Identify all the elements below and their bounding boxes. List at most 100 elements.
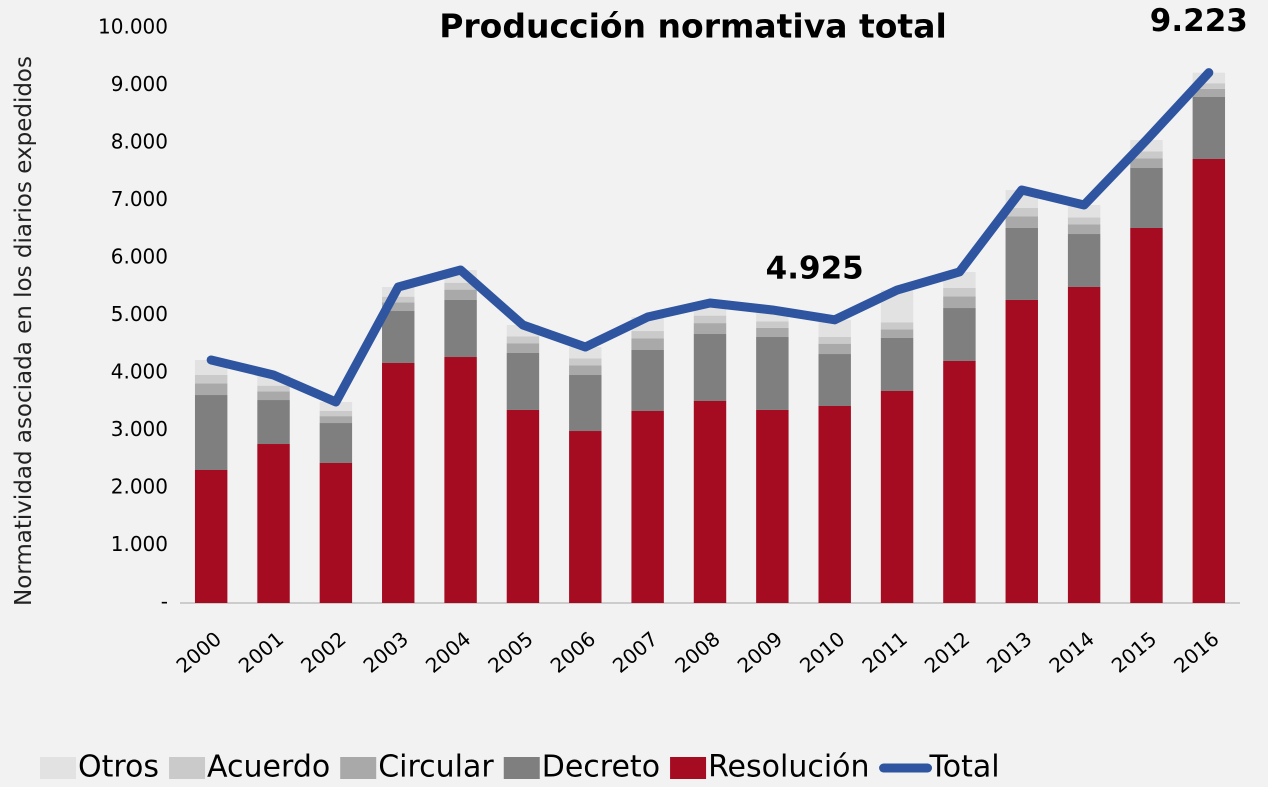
bar-segment xyxy=(943,360,976,603)
bar-segment xyxy=(444,282,477,290)
bar-segment xyxy=(1005,207,1038,217)
y-tick-label: 6.000 xyxy=(111,245,168,269)
bar-segment xyxy=(818,406,851,603)
bar-segment xyxy=(1192,158,1226,604)
x-tick-label: 2008 xyxy=(670,627,724,678)
bar-segment xyxy=(569,358,602,366)
y-tick-label: 1.000 xyxy=(111,532,168,556)
legend-swatch xyxy=(503,757,540,779)
bar-segment xyxy=(818,336,851,344)
bar-segment xyxy=(880,329,914,338)
bar-segment xyxy=(1067,217,1101,225)
bar-segment xyxy=(382,362,415,603)
bar-segment xyxy=(880,337,914,391)
x-tick-label: 2015 xyxy=(1107,627,1161,678)
bar-segment xyxy=(818,354,851,407)
legend-label: Circular xyxy=(378,750,494,785)
bar-segment xyxy=(569,375,602,432)
bar-segment xyxy=(319,410,353,417)
bar-segment xyxy=(631,331,664,339)
bar-segment xyxy=(756,337,789,410)
chart-title: Producción normativa total xyxy=(439,7,947,46)
x-tick-label: 2002 xyxy=(296,627,350,678)
bar-segment xyxy=(1005,299,1038,603)
bar-segment xyxy=(569,365,602,376)
x-tick-label: 2005 xyxy=(483,627,537,678)
bar-segment xyxy=(506,336,540,344)
bar-segment xyxy=(194,395,228,471)
x-tick-label: 2010 xyxy=(795,627,849,678)
y-tick-label: 10.000 xyxy=(98,15,168,39)
bar-segment xyxy=(756,309,789,322)
bar-segment xyxy=(943,296,976,309)
y-tick-label: 7.000 xyxy=(111,187,168,211)
bar-segment xyxy=(444,357,477,603)
bar-segment xyxy=(194,383,228,396)
bar-segment xyxy=(382,302,415,312)
bar-segment xyxy=(1005,216,1038,228)
bar-segment xyxy=(1130,227,1163,604)
bar-segment xyxy=(257,391,290,401)
y-tick-label: 9.000 xyxy=(111,72,168,96)
bar-segment xyxy=(631,350,664,412)
x-tick-label: 2011 xyxy=(857,627,911,678)
bar-segment xyxy=(756,409,789,603)
bar-segment xyxy=(631,411,664,603)
bar-segment xyxy=(1192,97,1226,159)
bar-segment xyxy=(506,343,540,353)
bar-segment xyxy=(880,322,914,330)
y-tick-label: 4.000 xyxy=(111,360,168,384)
bar-segment xyxy=(444,289,477,300)
x-tick-label: 2016 xyxy=(1169,627,1223,678)
bar-segment xyxy=(1067,204,1101,218)
bar-segment xyxy=(257,375,290,386)
bar-segment xyxy=(569,347,602,359)
x-tick-label: 2007 xyxy=(608,627,662,678)
x-tick-label: 2001 xyxy=(234,627,288,678)
bar-segment xyxy=(693,334,727,402)
x-tick-label: 2013 xyxy=(982,627,1036,678)
bar-segment xyxy=(1130,151,1163,159)
bar-segment xyxy=(257,385,290,392)
bar-segment xyxy=(319,462,353,603)
bar-segment xyxy=(194,470,228,603)
bar-segment xyxy=(943,287,976,297)
bar-segment xyxy=(382,311,415,363)
bar-segment xyxy=(1067,234,1101,287)
bar-segment xyxy=(382,296,415,303)
x-tick-label: 2012 xyxy=(920,627,974,678)
y-tick-label: - xyxy=(161,590,168,614)
x-tick-label: 2004 xyxy=(421,627,475,678)
y-tick-label: 8.000 xyxy=(111,130,168,154)
bar-segment xyxy=(693,315,727,324)
bar-segment xyxy=(631,338,664,350)
bar-segment xyxy=(257,400,290,445)
y-tick-label: 2.000 xyxy=(111,475,168,499)
legend-swatch xyxy=(340,757,377,779)
bar-segment xyxy=(257,444,290,603)
bar-segment xyxy=(319,416,353,424)
data-label: 9.223 xyxy=(1150,3,1248,39)
x-tick-label: 2006 xyxy=(546,627,600,678)
bar-segment xyxy=(1130,168,1163,228)
bar-segment xyxy=(756,321,789,328)
bar-segment xyxy=(1192,83,1226,89)
legend-label: Resolución xyxy=(708,750,869,785)
bar-segment xyxy=(880,390,914,603)
bar-segment xyxy=(319,423,353,463)
data-label: 4.925 xyxy=(766,250,864,286)
legend-label: Otros xyxy=(78,750,159,785)
bar-segment xyxy=(194,374,228,384)
bar-segment xyxy=(506,352,540,410)
bar-segment xyxy=(756,327,789,338)
bar-segment xyxy=(1005,227,1038,300)
x-tick-label: 2014 xyxy=(1044,627,1098,678)
y-tick-label: 5.000 xyxy=(111,302,168,326)
legend-label: Acuerdo xyxy=(207,750,330,785)
x-tick-label: 2009 xyxy=(733,627,787,678)
bar-segment xyxy=(1130,158,1163,169)
bar-segment xyxy=(1192,88,1226,97)
bar-segment xyxy=(1067,286,1101,603)
